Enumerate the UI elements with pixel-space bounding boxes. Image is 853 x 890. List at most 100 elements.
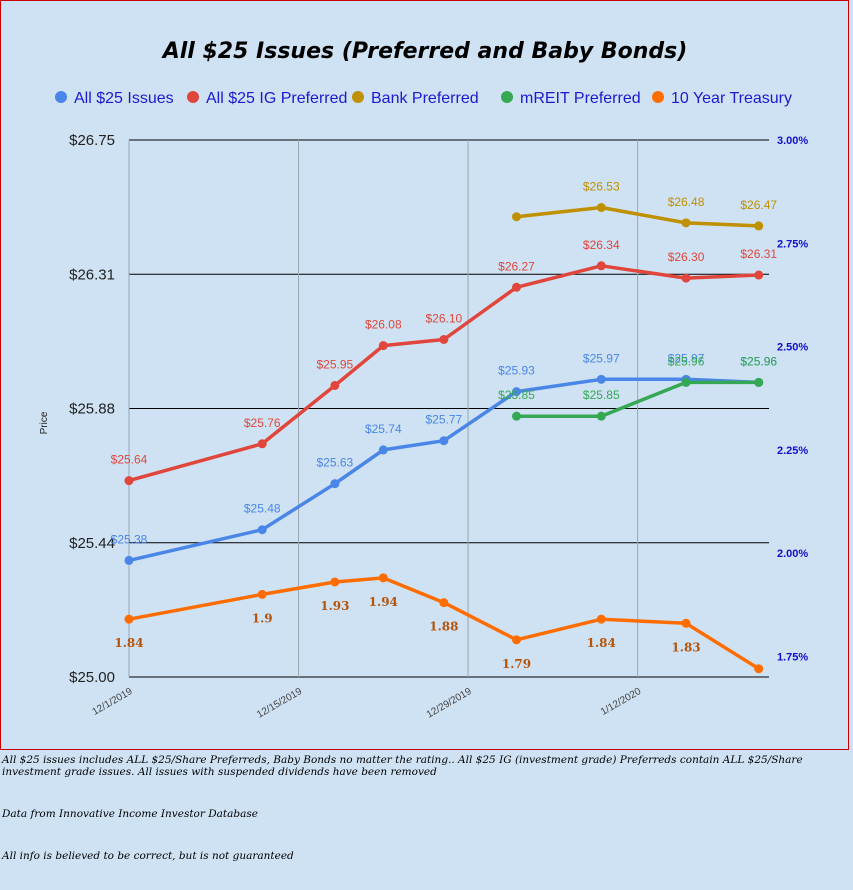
data-label: $25.96 <box>740 354 777 368</box>
data-point <box>257 525 267 535</box>
data-point <box>124 614 134 624</box>
data-label: 1.93 <box>320 599 349 613</box>
legend-label: All $25 Issues <box>74 90 174 107</box>
data-label: $25.48 <box>244 502 281 516</box>
axes: $25.00 $25.44 $25.88 $26.31 $26.75 1.75% 2.00%… <box>39 132 808 721</box>
data-point <box>378 445 388 455</box>
y-tick-label: $26.31 <box>69 266 115 283</box>
data-point <box>330 577 340 587</box>
data-point <box>596 411 606 421</box>
data-point <box>596 261 606 271</box>
data-point <box>754 377 764 387</box>
y-tick-label: $25.00 <box>69 669 115 686</box>
legend-label: All $25 IG Preferred <box>206 90 347 107</box>
data-label: $25.96 <box>740 354 777 368</box>
data-point <box>596 614 606 624</box>
data-point <box>596 203 606 213</box>
data-label: $25.85 <box>498 388 535 402</box>
legend-label: 10 Year Treasury <box>671 90 792 107</box>
series-line <box>128 264 759 483</box>
data-label: $25.96 <box>668 354 705 368</box>
data-point <box>512 387 522 397</box>
y-axis-title: Price <box>39 411 50 434</box>
data-label: 1.84 <box>587 636 616 650</box>
data-label: $26.27 <box>498 259 535 273</box>
legend-label: Bank Preferred <box>371 90 479 107</box>
chart-frame: All $25 Issues (Preferred and Baby Bonds… <box>0 0 849 750</box>
data-label: $26.08 <box>365 318 402 332</box>
footnote-disclaimer: All info is believed to be correct, but … <box>2 850 294 862</box>
series-labels: $25.38 $25.48 $25.63 $25.74 $25.77 $25.93 $25.… <box>111 180 778 671</box>
x-tick-label: 12/1/2019 <box>90 686 134 718</box>
data-label: $25.85 <box>583 388 620 402</box>
data-point <box>124 555 134 565</box>
y-tick-label: $25.88 <box>69 401 115 418</box>
data-point <box>681 618 691 628</box>
series-line <box>516 380 759 418</box>
data-label: $25.64 <box>111 453 148 467</box>
chart-title: All $25 Issues (Preferred and Baby Bonds… <box>161 39 688 64</box>
y-tick-label: $25.44 <box>69 535 115 552</box>
data-point <box>330 380 340 390</box>
data-label: 1.94 <box>369 595 398 609</box>
data-point <box>257 439 267 449</box>
x-tick-label: 12/29/2019 <box>425 686 474 721</box>
data-label: $25.38 <box>111 532 148 546</box>
data-point <box>439 436 449 446</box>
legend-marker <box>352 91 364 103</box>
data-label: $25.76 <box>244 416 281 430</box>
y2-tick-label: 2.25% <box>777 445 808 457</box>
data-point <box>681 218 691 228</box>
y2-tick-label: 3.00% <box>777 135 808 147</box>
legend-marker <box>55 91 67 103</box>
data-point <box>681 377 691 387</box>
data-point <box>257 589 267 599</box>
data-label: $26.31 <box>740 247 777 261</box>
footnote-rating: All $25 issues includes ALL $25/Share Pr… <box>2 754 803 778</box>
data-label: $25.77 <box>426 413 463 427</box>
data-point <box>596 374 606 384</box>
y2-tick-label: 2.75% <box>777 238 808 250</box>
data-label: $25.97 <box>583 351 620 365</box>
x-tick-label: 12/15/2019 <box>255 686 304 721</box>
data-label: 1.84 <box>114 636 143 650</box>
grid <box>128 139 769 678</box>
data-label: $26.10 <box>426 311 463 325</box>
data-point <box>378 573 388 583</box>
legend-marker <box>652 91 664 103</box>
data-label: $26.47 <box>740 198 777 212</box>
data-label: $25.95 <box>317 357 354 371</box>
data-point <box>378 341 388 351</box>
data-label: $25.93 <box>498 364 535 378</box>
y2-tick-label: 1.75% <box>777 651 808 663</box>
data-point <box>439 598 449 608</box>
data-point <box>512 411 522 421</box>
series-line <box>128 377 759 563</box>
y2-tick-label: 2.50% <box>777 342 808 354</box>
legend-marker <box>187 91 199 103</box>
data-point <box>512 212 522 222</box>
data-label: $26.30 <box>668 250 705 264</box>
line-chart: All $25 Issues (Preferred and Baby Bonds… <box>39 39 808 721</box>
data-point <box>754 221 764 231</box>
data-label: $25.63 <box>317 456 354 470</box>
data-label: $26.53 <box>583 180 620 194</box>
data-label: $26.34 <box>583 238 620 252</box>
y2-tick-label: 2.00% <box>777 548 808 560</box>
x-tick-label: 1/12/2020 <box>599 686 643 718</box>
data-point <box>124 476 134 486</box>
legend: All $25 Issues All $25 IG Preferred Bank P… <box>55 90 792 107</box>
legend-label: mREIT Preferred <box>520 90 641 107</box>
data-label: 1.88 <box>429 620 458 634</box>
data-point <box>439 334 449 344</box>
data-label: $25.74 <box>365 422 402 436</box>
series-points <box>124 203 764 674</box>
data-point <box>681 273 691 283</box>
data-label: 1.83 <box>671 640 700 654</box>
legend-marker <box>501 91 513 103</box>
y-tick-label: $26.75 <box>69 132 115 149</box>
series-line <box>516 205 759 228</box>
data-label: 1.9 <box>252 611 273 625</box>
data-point <box>512 635 522 645</box>
data-label: 1.79 <box>502 657 531 671</box>
